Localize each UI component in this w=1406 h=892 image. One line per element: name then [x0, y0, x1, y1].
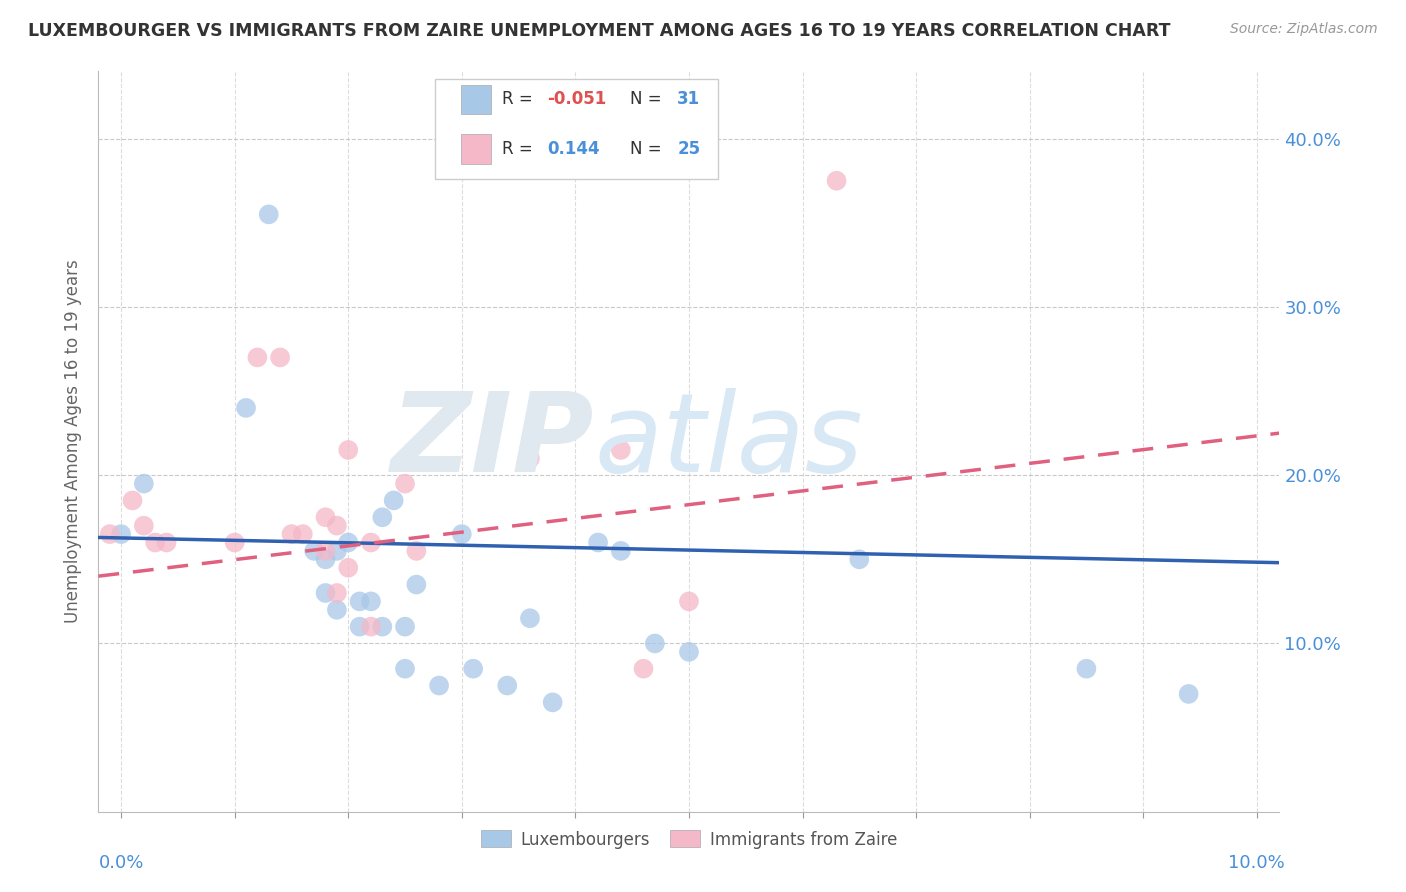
- Text: 10.0%: 10.0%: [1229, 854, 1285, 871]
- Text: 0.0%: 0.0%: [98, 854, 143, 871]
- Point: [541, 695, 564, 709]
- Point: [235, 401, 257, 415]
- Point: [405, 577, 427, 591]
- Point: [315, 552, 337, 566]
- Point: [360, 619, 382, 633]
- Point: [349, 594, 371, 608]
- Point: [360, 535, 382, 549]
- Point: [678, 594, 700, 608]
- Point: [326, 544, 349, 558]
- Point: [326, 603, 349, 617]
- Text: 31: 31: [678, 90, 700, 109]
- Point: [644, 636, 666, 650]
- Point: [315, 586, 337, 600]
- Point: [224, 535, 246, 549]
- Point: [269, 351, 291, 365]
- Point: [1076, 662, 1098, 676]
- Point: [586, 535, 609, 549]
- Point: [121, 493, 143, 508]
- Text: ZIP: ZIP: [391, 388, 595, 495]
- Point: [132, 476, 155, 491]
- Text: 25: 25: [678, 140, 700, 158]
- FancyBboxPatch shape: [461, 135, 491, 164]
- Point: [496, 679, 519, 693]
- Point: [519, 611, 541, 625]
- Point: [337, 535, 360, 549]
- Point: [302, 544, 325, 558]
- Point: [326, 586, 349, 600]
- Point: [1177, 687, 1199, 701]
- Point: [246, 351, 269, 365]
- Point: [337, 560, 360, 574]
- Point: [291, 527, 314, 541]
- Text: R =: R =: [502, 90, 538, 109]
- Text: 0.144: 0.144: [547, 140, 600, 158]
- Point: [610, 544, 633, 558]
- Point: [257, 207, 280, 221]
- Point: [326, 518, 349, 533]
- Point: [155, 535, 177, 549]
- Point: [405, 544, 427, 558]
- Point: [143, 535, 166, 549]
- Point: [394, 662, 416, 676]
- Text: LUXEMBOURGER VS IMMIGRANTS FROM ZAIRE UNEMPLOYMENT AMONG AGES 16 TO 19 YEARS COR: LUXEMBOURGER VS IMMIGRANTS FROM ZAIRE UN…: [28, 22, 1171, 40]
- Point: [382, 493, 405, 508]
- Text: -0.051: -0.051: [547, 90, 606, 109]
- Y-axis label: Unemployment Among Ages 16 to 19 years: Unemployment Among Ages 16 to 19 years: [65, 260, 83, 624]
- Point: [394, 476, 416, 491]
- Text: R =: R =: [502, 140, 544, 158]
- Point: [337, 442, 360, 457]
- Point: [848, 552, 870, 566]
- Point: [315, 510, 337, 524]
- Text: N =: N =: [630, 90, 666, 109]
- Point: [519, 451, 541, 466]
- Point: [633, 662, 655, 676]
- Point: [315, 544, 337, 558]
- Point: [371, 619, 394, 633]
- Point: [610, 442, 633, 457]
- Point: [98, 527, 121, 541]
- Point: [280, 527, 302, 541]
- Point: [360, 594, 382, 608]
- Point: [371, 510, 394, 524]
- Point: [110, 527, 132, 541]
- Text: Source: ZipAtlas.com: Source: ZipAtlas.com: [1230, 22, 1378, 37]
- Point: [349, 619, 371, 633]
- Point: [825, 174, 848, 188]
- Point: [463, 662, 485, 676]
- FancyBboxPatch shape: [434, 78, 718, 178]
- Text: atlas: atlas: [595, 388, 863, 495]
- Point: [132, 518, 155, 533]
- FancyBboxPatch shape: [461, 85, 491, 114]
- Point: [394, 619, 416, 633]
- Legend: Luxembourgers, Immigrants from Zaire: Luxembourgers, Immigrants from Zaire: [474, 823, 904, 855]
- Point: [427, 679, 450, 693]
- Point: [678, 645, 700, 659]
- Point: [450, 527, 472, 541]
- Text: N =: N =: [630, 140, 666, 158]
